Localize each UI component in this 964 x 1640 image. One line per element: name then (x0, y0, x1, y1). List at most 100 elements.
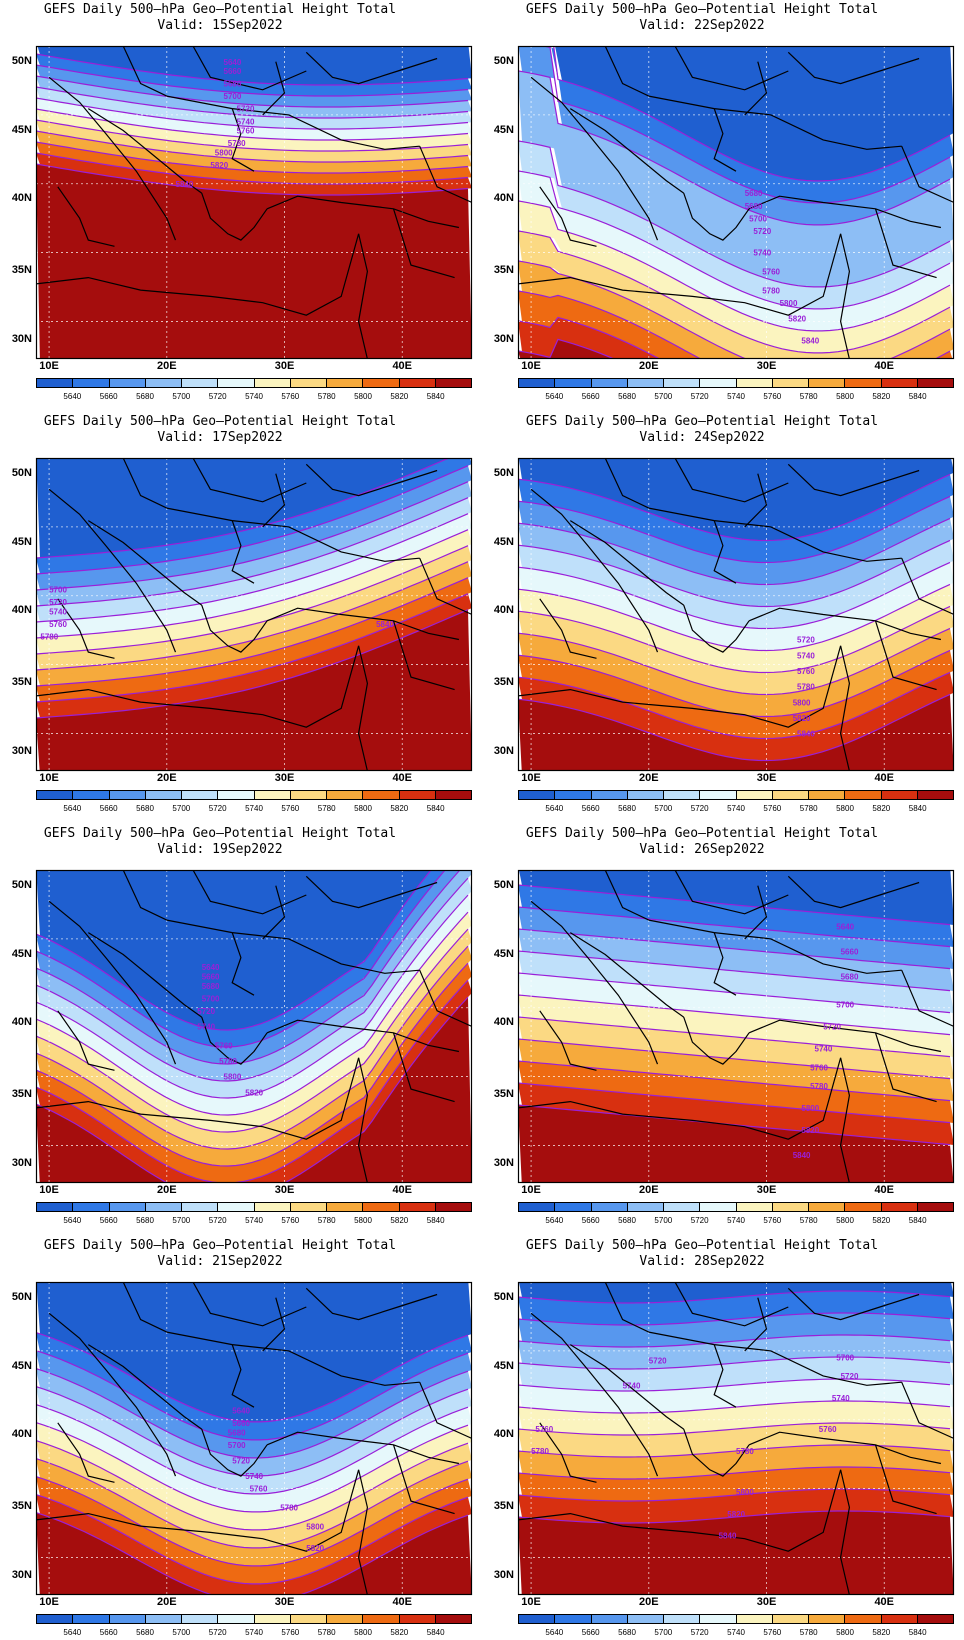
colorbar-label: 5780 (317, 804, 336, 813)
height-band-5820 (518, 1083, 954, 1145)
colorbar (36, 1202, 472, 1212)
contour-line-5680 (518, 1334, 951, 1348)
colorbar-label: 5640 (63, 1628, 82, 1637)
colorbar-label: 5780 (799, 392, 818, 401)
colorbar-label: 5820 (390, 804, 409, 813)
lon-tick-label: 40E (392, 772, 413, 784)
colorbar-label: 5840 (908, 804, 927, 813)
lon-tick-label: 40E (874, 772, 895, 784)
height-band-5760 (36, 929, 472, 1149)
coastline (392, 208, 455, 279)
height-band-5720 (36, 895, 472, 1115)
coastline (357, 1469, 369, 1595)
height-band-5680 (36, 76, 472, 118)
colorbar-swatch (881, 1203, 918, 1211)
coastline (744, 1297, 768, 1352)
colorbar-swatch (218, 1615, 255, 1623)
contour-label: 5780 (736, 1447, 754, 1456)
coastline (201, 1428, 268, 1477)
height-band-5760 (518, 1017, 954, 1079)
height-band-5800 (36, 142, 472, 184)
lon-tick-label: 30E (756, 1184, 777, 1196)
colorbar-label: 5820 (390, 392, 409, 401)
lon-tick-label: 20E (639, 772, 659, 784)
colorbar-swatch (435, 791, 471, 799)
contour-map: 5720 5740 5760 5780 5800 5820 5840 (517, 457, 955, 772)
contour-label: 5780 (762, 286, 780, 295)
contour-line-5840 (36, 609, 469, 719)
panel-title: GEFS Daily 500–hPa Geo–Potential Height … (43, 2, 397, 17)
colorbar-swatch (736, 379, 773, 387)
coastline (262, 1297, 286, 1352)
coastline (87, 1344, 203, 1430)
colorbar-swatch (736, 1615, 773, 1623)
lat-tick-label: 45N (11, 123, 32, 136)
coastline (539, 1422, 597, 1483)
contour-label: 5800 (736, 1488, 754, 1497)
colorbar-label: 5680 (136, 1628, 154, 1637)
contour-line-5780 (518, 627, 951, 696)
lat-tick-label: 35N (493, 1500, 514, 1513)
colorbar-swatch (664, 791, 701, 799)
contour-label: 5800 (224, 1073, 242, 1082)
coastline (192, 870, 307, 915)
colorbar-swatch (145, 1615, 182, 1623)
lat-tick-label: 45N (493, 1359, 514, 1372)
coastline (192, 1282, 307, 1327)
colorbar-label: 5740 (727, 392, 745, 401)
coastline (392, 1444, 455, 1515)
contour-label: 5780 (280, 1504, 298, 1513)
contour-label: 5780 (219, 1057, 237, 1066)
colorbar-label: 5800 (836, 1628, 854, 1637)
colorbar-label: 5640 (63, 1216, 82, 1225)
lat-tick-label: 40N (493, 604, 514, 617)
colorbar-swatch (73, 1203, 110, 1211)
contour-line-5760 (36, 545, 469, 655)
contour-line-5820 (518, 316, 662, 359)
colorbar (518, 1202, 954, 1212)
coastline (166, 507, 420, 562)
contour-line-5780 (36, 130, 469, 163)
contour-line-5700 (36, 1386, 469, 1477)
coastline (901, 969, 954, 1028)
lon-tick-label: 10E (521, 772, 541, 784)
colorbar-swatch (145, 791, 182, 799)
contour-line-5780 (36, 1458, 469, 1549)
coastline (748, 1431, 942, 1465)
height-band-5700 (36, 878, 472, 1098)
coastline (305, 51, 438, 85)
lat-tick-label: 40N (493, 1016, 514, 1029)
coastline (36, 233, 360, 316)
lon-tick-label: 10E (521, 1596, 541, 1608)
colorbar-label: 5760 (763, 1628, 782, 1637)
colorbar-label: 5640 (545, 1216, 564, 1225)
colorbar-swatch (664, 1615, 701, 1623)
colorbar-swatch (736, 1203, 773, 1211)
height-band-5680 (36, 1368, 472, 1476)
coastline (36, 1057, 360, 1140)
colorbar-swatch (290, 1615, 327, 1623)
lat-tick-label: 30N (493, 1157, 514, 1170)
height-band-5740 (518, 200, 954, 353)
height-band-5800 (36, 577, 472, 702)
colorbar-swatch (664, 379, 701, 387)
colorbar-swatch (519, 1203, 556, 1211)
contour-line-5740 (518, 583, 951, 652)
lat-tick-label: 35N (493, 676, 514, 689)
contour-line-5660 (36, 1350, 469, 1441)
lat-tick-label: 45N (11, 1359, 32, 1372)
lat-tick-label: 50N (11, 878, 32, 891)
height-band-5700 (518, 540, 954, 629)
colorbar-label: 5740 (727, 1216, 745, 1225)
contour-label: 5680 (745, 189, 763, 198)
height-band-5700 (36, 497, 472, 622)
colorbar-swatch (254, 1615, 291, 1623)
contour-label: 5640 (202, 963, 220, 972)
contour-line-5700 (36, 497, 469, 607)
colorbar-swatch (627, 379, 664, 387)
colorbar-label: 5740 (245, 804, 263, 813)
height-band-5640 (518, 1291, 954, 1325)
coastline (392, 1032, 455, 1103)
contour-label: 5760 (215, 1041, 233, 1050)
